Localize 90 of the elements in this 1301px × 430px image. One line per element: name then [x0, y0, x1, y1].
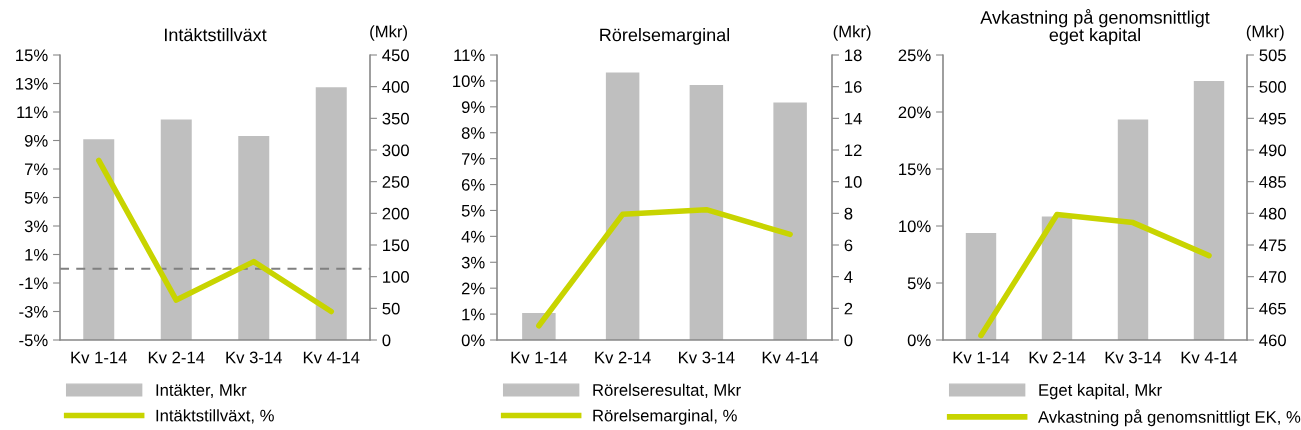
y-tick-label: 20% [898, 106, 931, 119]
y2-axis-title: (Mkr) [1246, 25, 1284, 41]
bar [773, 102, 807, 340]
y2-axis-title: (Mkr) [833, 25, 871, 41]
y-tick-label: 10% [453, 75, 485, 88]
x-tick-label: Kv 3-14 [226, 351, 282, 364]
y2-tick-label: 465 [1259, 302, 1286, 315]
y-tick-label: 5% [461, 204, 485, 217]
bar [83, 139, 115, 340]
y-tick-label: 0% [461, 334, 485, 347]
chart-title: Avkastning på genomsnittligt eget kapital [980, 9, 1210, 45]
y2-tick-label: 12 [845, 144, 862, 157]
bar [605, 72, 640, 340]
x-tick-label: Kv 2-14 [1029, 351, 1086, 364]
y-tick-label: 2% [461, 282, 485, 295]
x-tick-label: Kv 1-14 [953, 351, 1010, 364]
legend-label: Avkastning på genomsnittligt EK, % [1038, 409, 1301, 427]
y-tick-label: 11% [17, 106, 48, 119]
y2-tick-label: 495 [1259, 112, 1286, 125]
y-tick-label: 10% [899, 220, 931, 233]
y2-tick-label: 8 [844, 207, 853, 220]
y2-tick-label: 470 [1259, 271, 1286, 283]
legend-label: Eget kapital, Mkr [1039, 383, 1162, 400]
chart-title: Rörelsemarginal [600, 28, 730, 45]
x-tick-label: Kv 4-14 [303, 351, 360, 364]
bar [689, 85, 724, 340]
y2-tick-label: 490 [1259, 144, 1286, 157]
x-tick-label: Kv 1-14 [511, 351, 568, 364]
y-tick-label: 11% [454, 49, 485, 62]
y-tick-label: 4% [461, 230, 485, 243]
y2-tick-label: 0 [844, 334, 853, 347]
y-tick-label: -1% [19, 277, 48, 290]
x-tick-label: Kv 2-14 [148, 351, 205, 364]
y2-tick-label: 0 [382, 334, 391, 347]
y2-tick-label: 16 [845, 81, 862, 93]
y2-tick-label: 450 [382, 49, 409, 62]
y-tick-label: 1% [25, 248, 48, 261]
y-tick-label: 5% [24, 191, 48, 204]
y2-tick-label: 400 [382, 81, 409, 93]
y-tick-label: 5% [907, 277, 931, 290]
y2-tick-label: 480 [1259, 207, 1286, 220]
y-tick-label: 0% [907, 334, 931, 347]
y2-tick-label: 350 [382, 112, 409, 125]
y2-tick-label: 250 [382, 176, 409, 188]
y2-tick-label: 50 [382, 302, 400, 315]
bar [238, 136, 270, 340]
legend-label: Rörelseresultat, Mkr [593, 383, 741, 398]
y-tick-label: 15% [16, 49, 48, 62]
y2-tick-label: 485 [1259, 176, 1286, 188]
legend-label: Intäktstillväxt, % [156, 409, 274, 424]
x-tick-label: Kv 1-14 [71, 351, 127, 364]
y-tick-label: 6% [461, 178, 485, 191]
y-tick-label: 15% [899, 163, 931, 176]
y2-tick-label: 14 [845, 112, 862, 125]
y-tick-label: 9% [461, 101, 485, 114]
y-tick-label: 7% [24, 163, 48, 176]
bar [315, 87, 347, 340]
x-tick-label: Kv 3-14 [1105, 351, 1162, 364]
y-tick-label: 7% [461, 153, 485, 165]
y2-tick-label: 500 [1259, 81, 1286, 93]
y2-tick-label: 6 [844, 239, 853, 252]
chart-title: Intäktstillväxt [164, 28, 267, 42]
legend-label: Rörelsemarginal, % [593, 409, 737, 425]
y2-tick-label: 10 [845, 176, 862, 188]
y2-tick-label: 2 [844, 302, 853, 315]
y-tick-label: -3% [19, 305, 48, 318]
x-tick-label: Kv 4-14 [1181, 351, 1238, 364]
y2-tick-label: 475 [1259, 239, 1286, 252]
y-tick-label: 13% [16, 77, 48, 90]
y-tick-label: 8% [461, 127, 485, 139]
y2-tick-label: 300 [382, 144, 409, 157]
y2-tick-label: 100 [383, 271, 409, 283]
y-tick-label: 9% [24, 134, 48, 147]
y2-tick-label: 18 [845, 49, 862, 62]
y2-tick-label: 150 [383, 239, 409, 252]
legend-label: Intäkter, Mkr [156, 383, 247, 398]
y2-axis-title: (Mkr) [370, 25, 407, 41]
y2-tick-label: 505 [1259, 49, 1286, 62]
x-tick-label: Kv 4-14 [762, 351, 819, 364]
bar [160, 119, 192, 340]
x-tick-label: Kv 3-14 [679, 351, 735, 364]
y2-tick-label: 460 [1259, 334, 1286, 347]
y-tick-label: 3% [461, 256, 485, 269]
y-tick-label: 3% [24, 220, 48, 233]
y2-tick-label: 200 [382, 207, 409, 220]
y2-tick-label: 4 [844, 271, 853, 283]
x-tick-label: Kv 2-14 [595, 351, 651, 364]
y-tick-label: 1% [462, 308, 485, 321]
y-tick-label: 25% [898, 49, 931, 62]
y-tick-label: -5% [19, 334, 48, 347]
